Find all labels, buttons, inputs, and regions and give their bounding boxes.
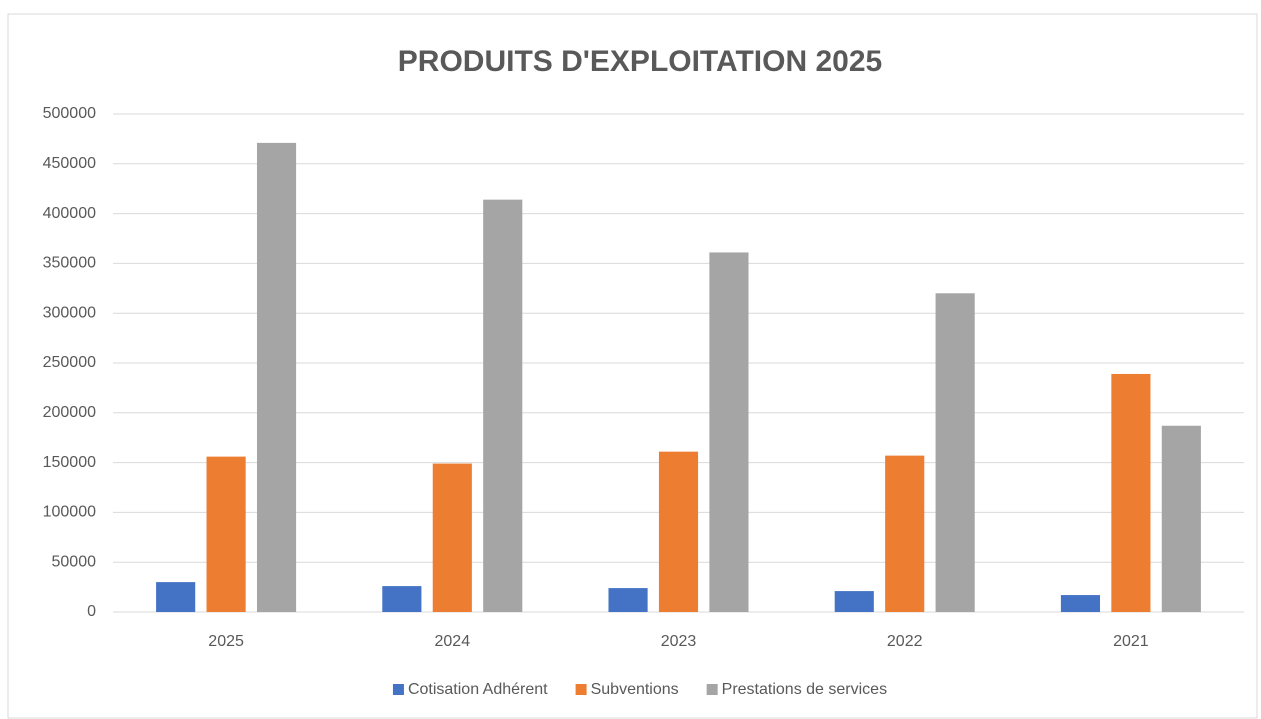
bar: [935, 293, 975, 612]
y-tick-label: 400000: [43, 205, 96, 222]
bar: [709, 252, 749, 612]
bar: [483, 199, 523, 612]
legend-label: Subventions: [591, 681, 679, 698]
y-tick-label: 200000: [43, 404, 96, 421]
bar: [608, 588, 648, 612]
y-tick-label: 350000: [43, 255, 96, 272]
legend-marker: [392, 684, 404, 695]
y-tick-label: 0: [87, 603, 96, 620]
y-tick-label: 50000: [52, 553, 97, 570]
legend-label: Prestations de services: [722, 681, 887, 698]
x-tick-label: 2022: [887, 633, 923, 650]
bar: [658, 451, 699, 612]
bar: [256, 142, 297, 612]
y-tick-label: 300000: [43, 304, 96, 321]
y-tick-label: 500000: [43, 105, 96, 122]
bar: [1161, 425, 1201, 612]
x-tick-label: 2024: [435, 633, 471, 650]
y-tick-label: 450000: [43, 155, 96, 172]
y-tick-label: 100000: [43, 504, 96, 521]
legend-marker: [706, 684, 718, 695]
bar: [432, 463, 472, 612]
chart-title: PRODUITS D'EXPLOITATION 2025: [398, 45, 882, 78]
legend-marker: [575, 684, 587, 695]
bar: [382, 586, 422, 612]
x-tick-label: 2021: [1113, 633, 1149, 650]
x-tick-label: 2025: [208, 633, 244, 650]
y-tick-label: 250000: [43, 354, 96, 371]
bar: [834, 591, 874, 612]
bar: [206, 456, 246, 612]
bar: [1111, 373, 1151, 612]
legend-label: Cotisation Adhérent: [408, 681, 548, 698]
y-tick-label: 150000: [43, 454, 96, 471]
bar: [885, 455, 925, 612]
x-tick-label: 2023: [661, 633, 697, 650]
bar: [1060, 595, 1101, 612]
bar: [156, 582, 196, 612]
